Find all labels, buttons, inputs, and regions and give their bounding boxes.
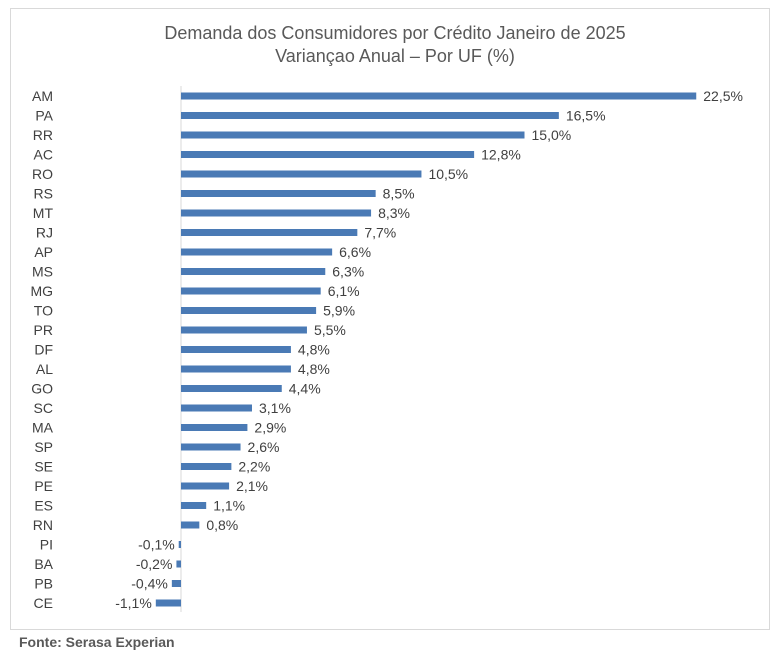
data-label: 2,2% [238,459,270,475]
data-label: 8,5% [383,186,415,202]
bar [176,560,181,568]
category-label: RN [33,517,53,533]
data-label: 16,5% [566,108,606,124]
bar [181,131,525,139]
data-label: 12,8% [481,147,521,163]
bar [181,92,697,100]
category-label: CE [34,595,53,611]
data-label: 6,3% [332,264,364,280]
data-label: 5,9% [323,303,355,319]
bar [181,346,291,353]
data-label: 15,0% [532,127,572,143]
chart-subtitle: Variançao Anual – Por UF (%) [275,46,515,66]
data-label: 1,1% [213,498,245,514]
category-label: AC [34,147,53,163]
data-label: 6,1% [328,283,360,299]
bar [171,580,181,587]
chart-title: Demanda dos Consumidores por Crédito Jan… [164,23,625,43]
bar [181,229,358,236]
bar [181,502,207,509]
bar [181,307,317,314]
bar [155,599,181,607]
category-label: SE [34,459,53,475]
category-label: GO [31,381,53,397]
chart-frame [10,8,770,630]
bar [181,190,376,197]
data-label: 2,1% [236,478,268,494]
category-label: PR [34,322,53,338]
category-label: RJ [36,225,53,241]
bar [181,521,200,529]
bar [181,287,321,295]
bar [181,365,291,373]
bar [181,209,372,217]
category-label: PI [40,537,53,553]
category-label: RR [33,127,53,143]
data-label: 8,3% [378,205,410,221]
bars-group: AM 22,5% PA 16,5% RR 15,0% AC 12,8% RO 10,5% RS 8,5… [30,88,743,611]
data-label: 2,6% [248,439,280,455]
bar [181,463,232,470]
bar [181,170,422,178]
data-label: 4,8% [298,361,330,377]
bar [181,326,307,334]
data-label: 5,5% [314,322,346,338]
data-label: 2,9% [254,420,286,436]
data-label: 7,7% [364,225,396,241]
category-label: AM [32,88,53,104]
bar [181,482,230,490]
category-label: MS [32,264,53,280]
category-label: MT [33,205,54,221]
source-note: Fonte: Serasa Experian [19,634,175,650]
bar [181,404,252,412]
data-label: -0,2% [136,556,173,572]
category-label: PE [34,478,53,494]
category-label: TO [34,303,53,319]
category-label: ES [34,498,53,514]
data-label: 6,6% [339,244,371,260]
bar [178,541,181,548]
bar [181,151,475,158]
data-label: -1,1% [115,595,152,611]
category-label: RS [34,186,53,202]
bar [181,385,282,392]
category-label: SP [34,439,53,455]
category-label: RO [32,166,53,182]
data-label: 3,1% [259,400,291,416]
category-label: MA [32,420,54,436]
data-label: 4,4% [289,381,321,397]
data-label: 22,5% [703,88,743,104]
bar-chart: Demanda dos Consumidores por Crédito Jan… [30,23,743,612]
category-label: AP [34,244,53,260]
data-label: -0,4% [131,576,168,592]
bar [181,443,241,451]
bar [181,424,248,431]
category-label: AL [36,361,53,377]
bar [181,112,559,119]
bar [181,248,333,256]
category-label: PA [35,108,53,124]
data-label: 4,8% [298,342,330,358]
bar [181,268,326,275]
category-label: PB [34,576,53,592]
category-label: SC [34,400,53,416]
data-label: 10,5% [428,166,468,182]
data-label: 0,8% [206,517,238,533]
category-label: MG [30,283,53,299]
data-label: -0,1% [138,537,175,553]
category-label: DF [34,342,53,358]
category-label: BA [34,556,53,572]
